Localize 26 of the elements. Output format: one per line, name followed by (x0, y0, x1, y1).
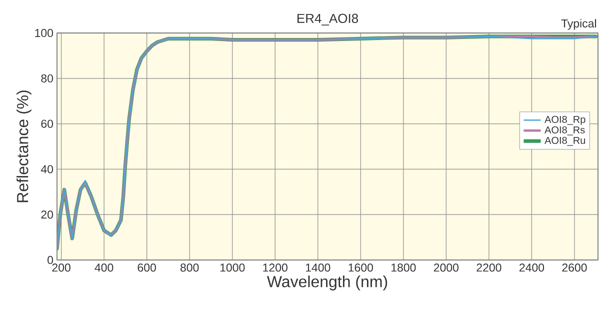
x-tick-label: 400 (94, 264, 114, 272)
x-tick-label: 1600 (348, 264, 373, 272)
y-tick-label: 100 (35, 28, 54, 38)
text: Typical (561, 19, 596, 30)
x-tick-label: 1000 (220, 264, 245, 272)
x-axis-title: Wavelength (nm) (266, 276, 388, 290)
y-tick-label: 20 (41, 210, 54, 219)
y-tick-label: 80 (41, 74, 54, 82)
x-tick-label: 1400 (306, 264, 330, 272)
x-tick-label: 800 (180, 264, 199, 272)
y-axis-title: Reflectance (%) (16, 90, 32, 202)
x-tick-label: 1200 (263, 264, 288, 272)
y-tick-label: 40 (40, 165, 54, 174)
x-tick-label: 2200 (476, 264, 502, 272)
x-tick-label: 2000 (434, 264, 459, 272)
x-tick-label: 2600 (562, 264, 587, 272)
y-tick-label: 0 (48, 256, 54, 264)
x-tick-label: 200 (52, 264, 70, 272)
x-tick-label: 2400 (519, 264, 544, 272)
legend-label: AOI8_Ru (544, 136, 586, 146)
legend-label: AOI8_Rp (544, 116, 586, 125)
x-tick-label: 1800 (392, 264, 416, 272)
legend-label: AOI8_Rs (544, 126, 585, 136)
y-tick-label: 60 (41, 120, 54, 128)
chart-title: ER4_AOI8 (297, 14, 358, 26)
x-tick-label: 600 (138, 264, 156, 272)
